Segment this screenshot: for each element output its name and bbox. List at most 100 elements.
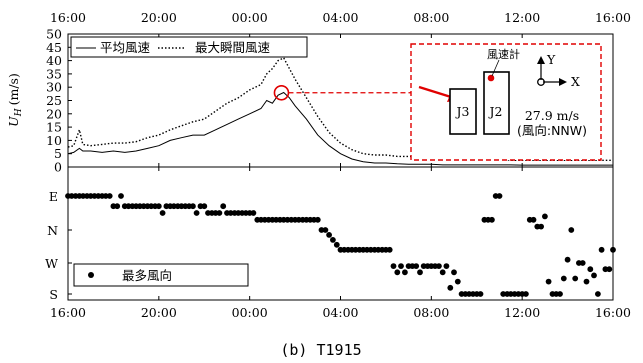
- y-tick-label: 10: [46, 133, 62, 148]
- direction-point: [587, 266, 594, 273]
- direction-point: [322, 227, 329, 233]
- building-j2: [483, 71, 510, 135]
- direction-point: [193, 210, 200, 216]
- bottom-x-ticks: 16:00 20:00 00:00 04:00 08:00 12:00 16:00: [50, 296, 631, 320]
- lower-legend-box: [73, 263, 249, 287]
- top-x-ticks: 16:00 20:00 00:00 04:00 08:00 12:00 16:00: [50, 10, 631, 171]
- direction-point: [560, 275, 567, 282]
- y-tick-label: 45: [46, 40, 62, 55]
- direction-point: [417, 269, 423, 276]
- x-tick-label-top: 04:00: [322, 10, 358, 25]
- highlight-marker: [273, 84, 290, 101]
- direction-point: [568, 227, 575, 233]
- upper-legend: 平均風速 最大瞬間風速: [70, 36, 308, 58]
- legend-label-max-gust: 最大瞬間風速: [195, 40, 271, 55]
- direction-point: [447, 284, 454, 291]
- direction-point: [572, 275, 579, 282]
- upper-y-axis-label: UH (m/s): [6, 73, 24, 127]
- direction-point: [443, 263, 450, 269]
- direction-point: [155, 203, 162, 210]
- direction-point: [402, 269, 408, 276]
- legend-label-direction: 最多風向: [122, 268, 172, 283]
- legend-swatch-dot: [88, 272, 94, 278]
- highlight-value: 27.9 m/s: [525, 108, 579, 123]
- x-tick-label-top: 12:00: [504, 10, 540, 25]
- y-category-label: S: [49, 287, 58, 302]
- direction-point: [436, 263, 442, 269]
- svg-text:UH(m/s): UH (m/s): [6, 73, 24, 127]
- direction-point: [489, 216, 495, 223]
- building-j2-label: J2: [488, 104, 503, 119]
- x-tick-label-top: 00:00: [232, 10, 268, 25]
- direction-point: [326, 232, 332, 238]
- x-tick-label-bottom: 16:00: [595, 305, 631, 320]
- direction-point: [606, 266, 613, 273]
- anemometer-dot: [487, 74, 495, 82]
- direction-point: [610, 246, 616, 253]
- y-tick-label: 15: [46, 120, 62, 135]
- direction-point: [598, 246, 605, 253]
- anemometer-leader: [491, 59, 500, 77]
- upper-legend-box: [70, 36, 308, 58]
- direction-point: [330, 237, 336, 243]
- direction-point: [390, 263, 397, 269]
- x-tick-label-bottom: 12:00: [504, 305, 540, 320]
- direction-point: [190, 203, 196, 210]
- lower-legend: 最多風向: [73, 263, 249, 287]
- y-tick-label: 50: [46, 27, 62, 42]
- direction-point: [538, 223, 544, 230]
- anemometer-label: 風速計: [487, 47, 520, 61]
- y-category-label: E: [49, 189, 58, 204]
- x-tick-label-top: 16:00: [595, 10, 631, 25]
- building-j3: [449, 88, 477, 135]
- x-tick-label-top: 20:00: [141, 10, 177, 25]
- direction-point: [477, 291, 484, 297]
- direction-point: [542, 213, 548, 220]
- legend-label-average: 平均風速: [100, 40, 151, 55]
- direction-point: [201, 203, 208, 210]
- y-tick-label: 35: [46, 66, 62, 81]
- y-tick-label: 25: [46, 93, 62, 108]
- direction-point: [413, 263, 420, 269]
- series-line-average-wind-speed: [67, 91, 613, 166]
- direction-point: [398, 263, 404, 269]
- ylabel-main: U: [6, 116, 21, 127]
- ylabel-sub: H: [14, 108, 24, 117]
- direction-point: [454, 278, 461, 285]
- y-category-label: W: [45, 256, 58, 271]
- direction-point: [579, 260, 586, 266]
- building-inset: J3 J2 風速計 Y X 27.9 m/s (風向:NNW): [410, 43, 602, 161]
- direction-point: [564, 256, 571, 263]
- direction-point: [595, 291, 601, 297]
- x-tick-label-bottom: 00:00: [232, 305, 268, 320]
- y-tick-label: 40: [46, 53, 62, 68]
- direction-point: [314, 216, 321, 223]
- y-tick-label: 0: [54, 160, 62, 175]
- y-tick-label: 5: [54, 146, 62, 161]
- direction-point: [114, 203, 121, 210]
- direction-point: [545, 278, 552, 285]
- direction-point: [557, 291, 563, 297]
- x-tick-label-bottom: 16:00: [50, 305, 86, 320]
- highlight-direction: (風向:NNW): [517, 123, 587, 138]
- x-tick-label-top: 16:00: [50, 10, 86, 25]
- y-tick-label: 20: [46, 106, 62, 121]
- direction-point: [591, 272, 597, 279]
- direction-point: [106, 193, 113, 199]
- x-tick-label-bottom: 04:00: [322, 305, 358, 320]
- direction-point: [394, 269, 401, 276]
- direction-point: [439, 269, 446, 276]
- axis-x-arrowhead: [559, 78, 567, 86]
- direction-point: [583, 278, 590, 285]
- wind-direction-points: [65, 193, 616, 297]
- axis-y-arrowhead: [537, 56, 545, 64]
- direction-point: [496, 193, 503, 199]
- axis-x-label: X: [571, 74, 580, 89]
- ylabel-unit: (m/s): [6, 73, 21, 105]
- x-tick-label-bottom: 20:00: [141, 305, 177, 320]
- x-tick-label-top: 08:00: [413, 10, 449, 25]
- direction-point: [250, 210, 257, 216]
- axis-y-label: Y: [546, 52, 556, 67]
